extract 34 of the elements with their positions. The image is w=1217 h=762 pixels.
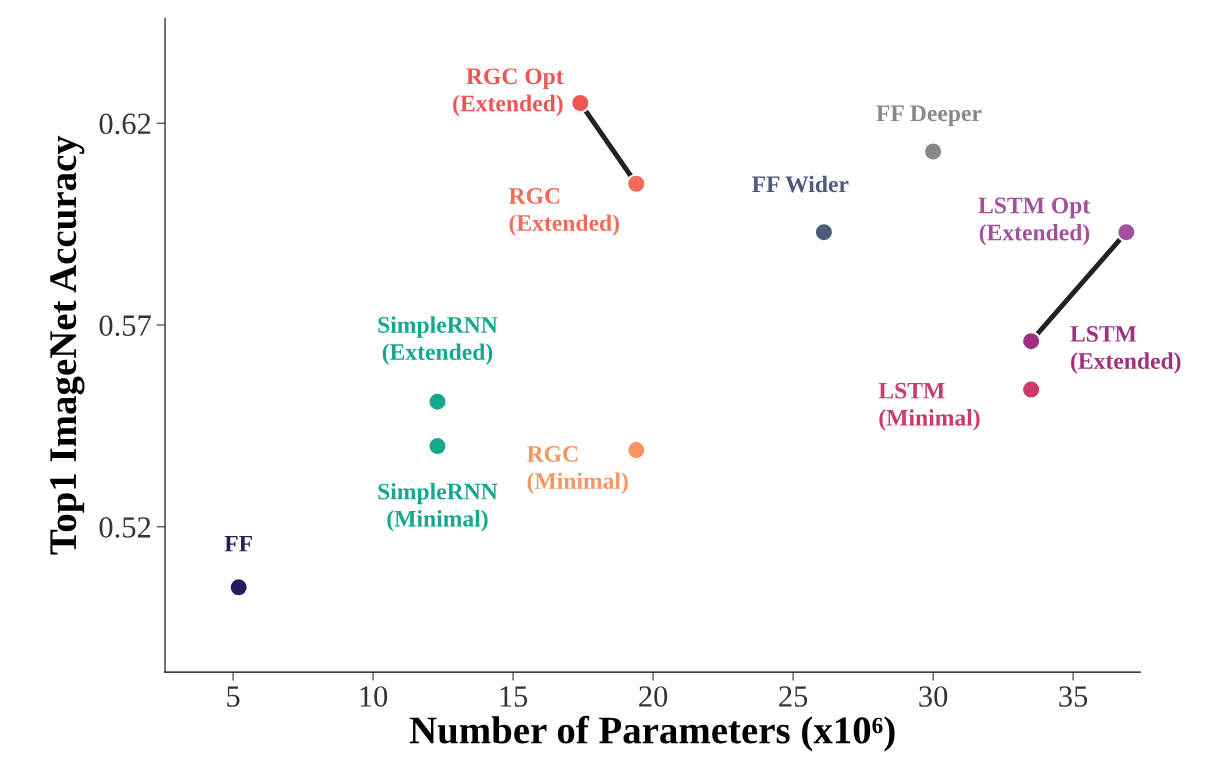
series-label: FF Deeper: [876, 105, 982, 127]
point: [1116, 222, 1137, 243]
point: [427, 391, 448, 412]
y-tick-label: 0.62: [99, 113, 151, 135]
y-axis-title: Top1 ImageNet Accuracy: [50, 135, 85, 555]
point: [813, 222, 834, 243]
series-label: FF: [224, 535, 252, 552]
point: [923, 141, 944, 162]
text: SimpleRNN (Minimal): [378, 482, 498, 532]
x-axis-title: Number of Parameters (x10⁶): [409, 715, 895, 752]
x-tick-label: 30: [919, 686, 948, 707]
series-label: RGC (Extended): [508, 188, 619, 236]
point: [1021, 379, 1042, 400]
y-tick-label: 0.52: [99, 517, 151, 538]
series-label: LSTM Opt (Extended): [978, 197, 1091, 246]
x-tick-label: 5: [227, 686, 240, 707]
point: [1021, 331, 1042, 352]
point: [570, 92, 591, 114]
text: SimpleRNN (Extended): [378, 316, 498, 365]
series-label: FF Wider: [752, 175, 849, 193]
series-label: RGC (Minimal): [526, 446, 628, 494]
x-tick-label: 25: [779, 686, 808, 707]
point: [626, 440, 647, 461]
y-tick-label: 0.57: [99, 315, 151, 337]
series-label: LSTM (Extended): [1070, 325, 1181, 374]
x-tick-label: 15: [500, 686, 528, 707]
point: [427, 435, 448, 457]
x-tick-label: 20: [639, 686, 668, 707]
series-label: RGC Opt (Extended): [453, 68, 564, 117]
point: [228, 577, 249, 598]
x-tick-label: 35: [1059, 686, 1088, 707]
x-tick-label: 10: [360, 686, 388, 707]
point: [626, 173, 647, 194]
series-label: LSTM (Minimal): [878, 382, 980, 431]
